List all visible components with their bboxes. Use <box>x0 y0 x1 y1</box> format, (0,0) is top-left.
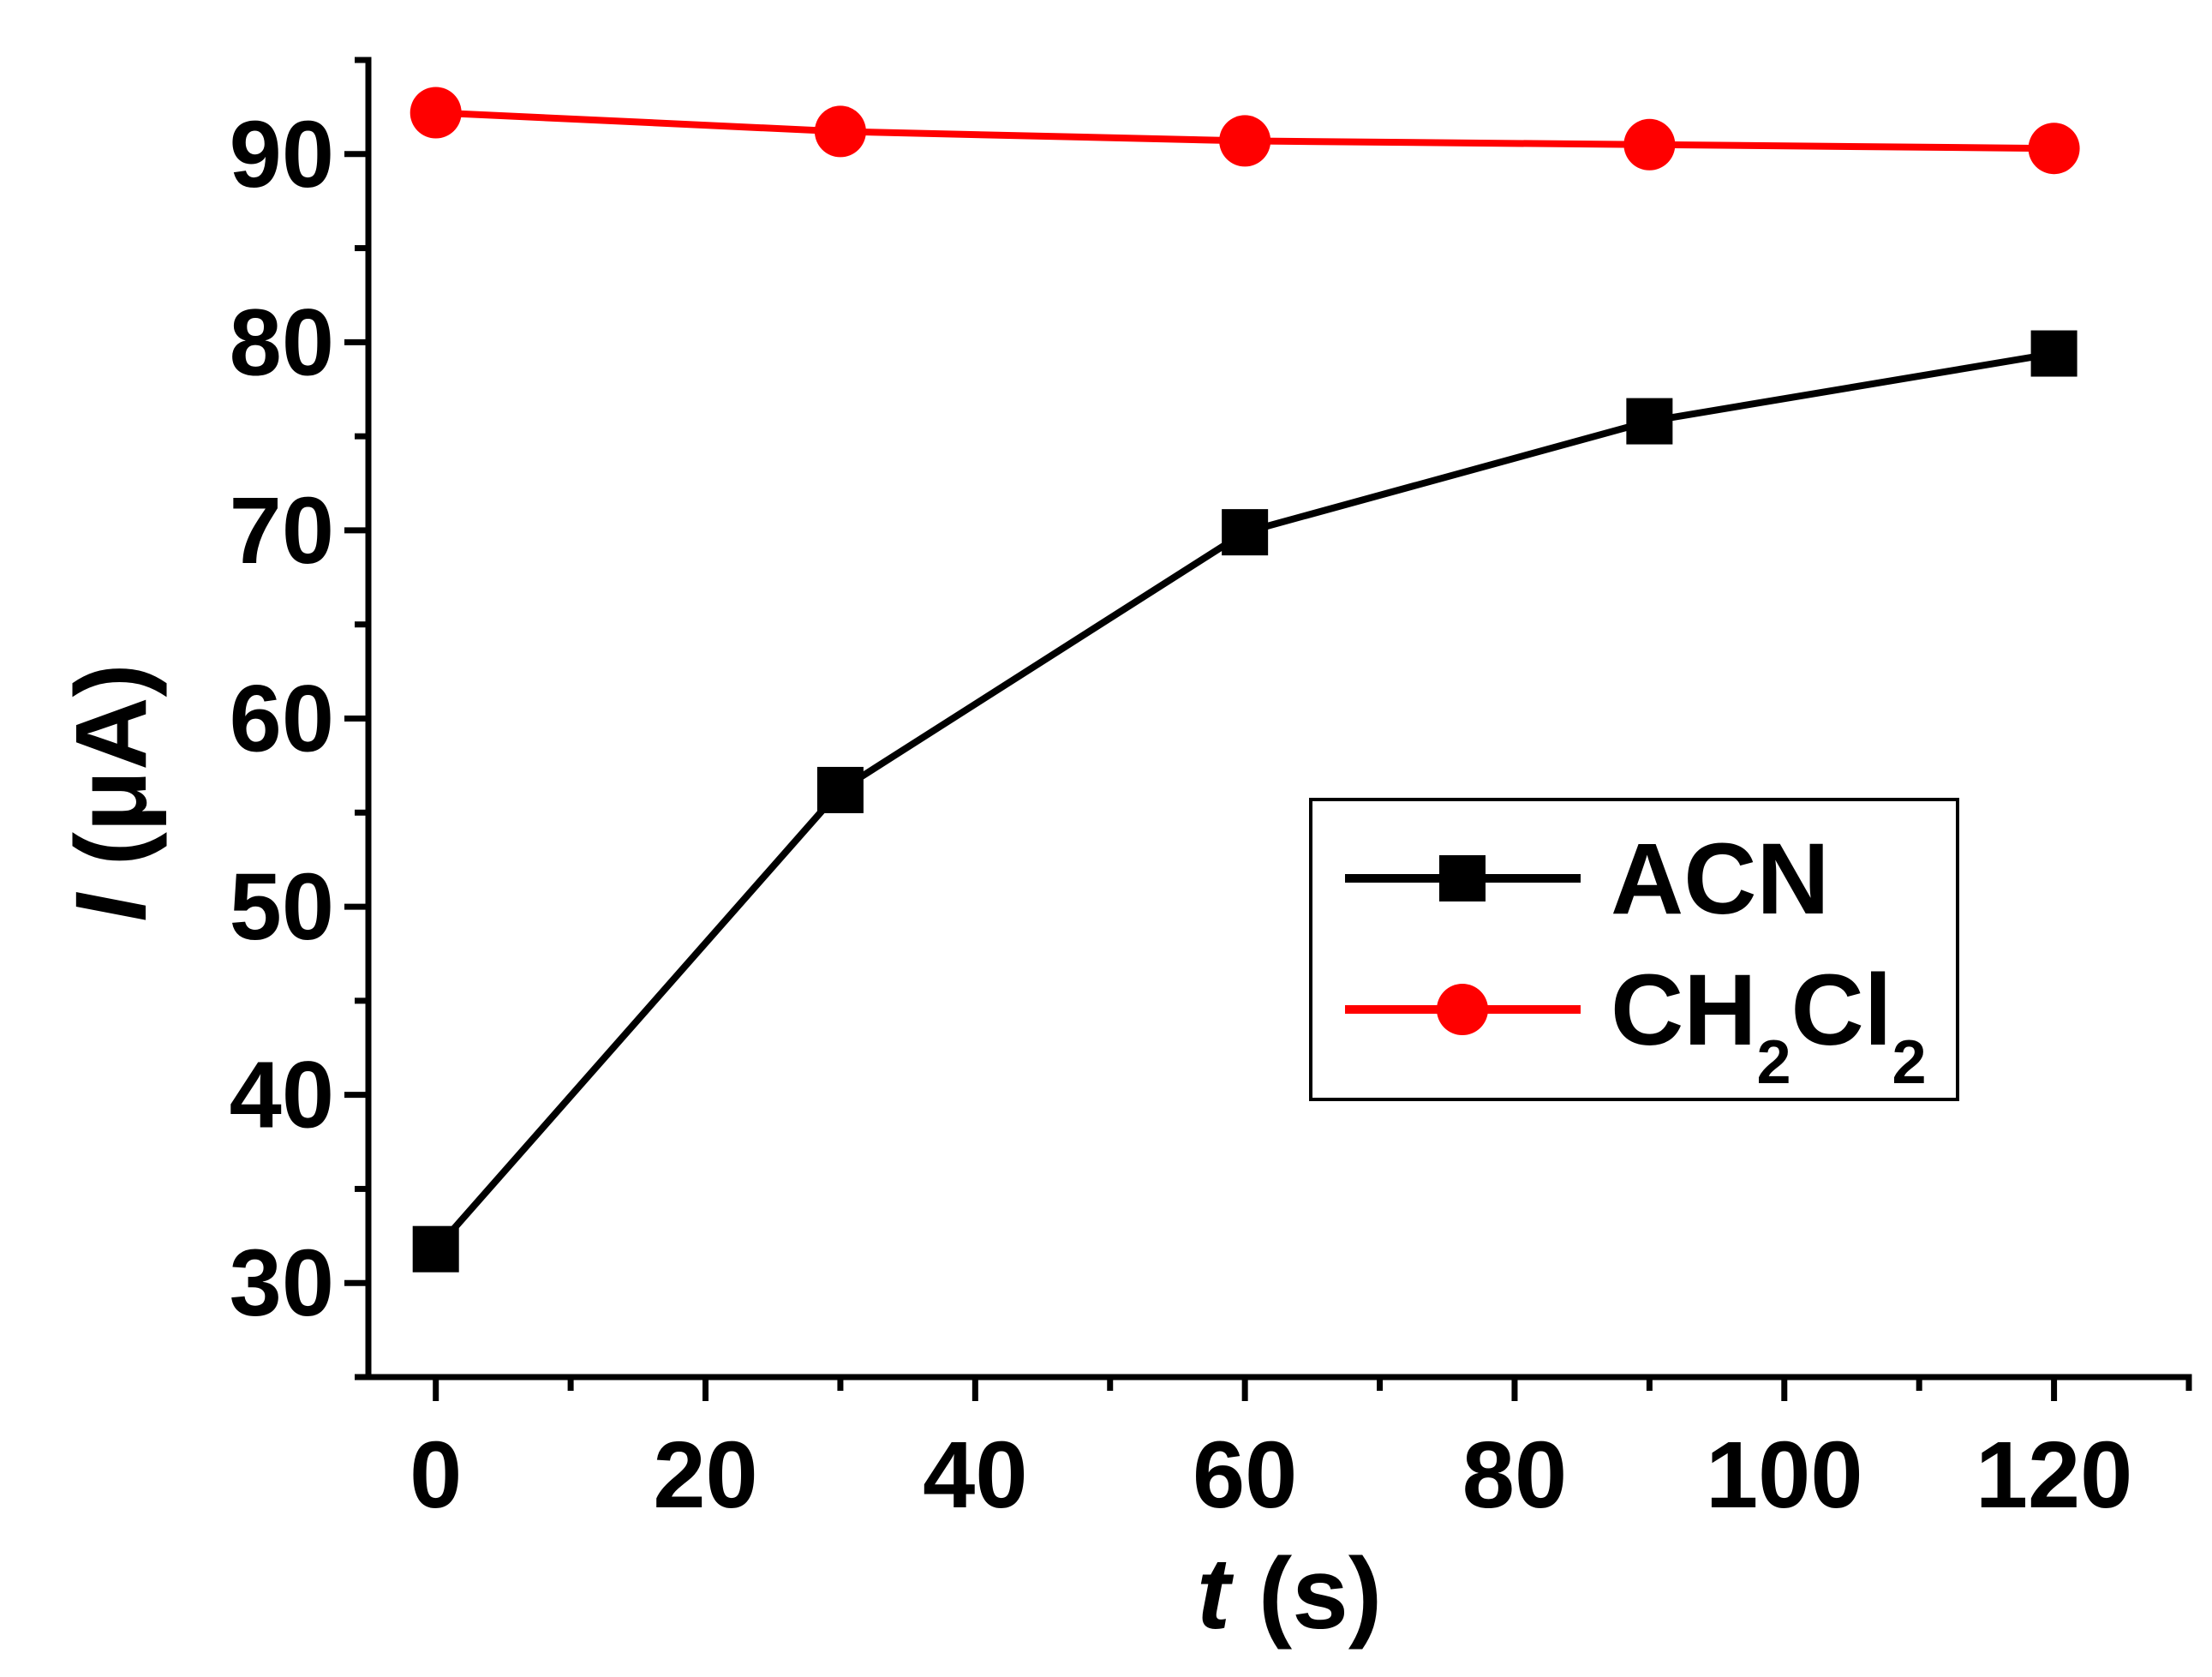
axes: 30 40 50 60 70 80 90 0 20 40 60 80 100 120 <box>230 57 2192 1528</box>
y-tick-label: 30 <box>230 1231 334 1336</box>
x-tick-label: 120 <box>1976 1422 2133 1528</box>
series-ch2cl2 <box>410 87 2080 175</box>
legend-ch2cl2-label: CH2Cl2 <box>1611 954 1927 1097</box>
data-point-acn <box>1626 398 1673 445</box>
series-acn <box>412 330 2077 1273</box>
x-ticks: 0 20 40 60 80 100 120 <box>410 1377 2192 1528</box>
data-point-ch2cl2 <box>814 105 866 158</box>
legend-box <box>1309 798 1959 1101</box>
y-axis-title-unit: (μA) <box>55 663 168 894</box>
x-tick-label: 100 <box>1706 1422 1863 1528</box>
series-layer <box>410 87 2080 1273</box>
legend-ch2cl2-text-ch: CH <box>1611 954 1756 1067</box>
legend-ch2cl2-sub-1: 2 <box>1756 1028 1791 1097</box>
x-tick-label: 80 <box>1462 1422 1567 1528</box>
y-tick-label: 80 <box>230 290 334 395</box>
data-point-acn <box>2030 330 2077 377</box>
data-point-ch2cl2 <box>1219 115 1271 167</box>
y-tick-label: 40 <box>230 1043 334 1148</box>
legend-ch2cl2-sub-2: 2 <box>1892 1028 1926 1097</box>
data-point-ch2cl2 <box>2028 123 2080 175</box>
y-axis-title-variable: I <box>55 892 168 922</box>
y-tick-label: 70 <box>230 478 334 584</box>
x-tick-label: 20 <box>653 1422 757 1528</box>
x-axis-title-variable: t <box>1197 1537 1235 1650</box>
data-point-acn <box>816 766 864 813</box>
legend-acn-marker <box>1439 855 1486 901</box>
y-axis-title: I (μA) <box>55 663 168 922</box>
legend-ch2cl2-text-cl: Cl <box>1791 954 1892 1067</box>
legend: ACN CH2Cl2 <box>1309 798 1959 1101</box>
x-axis-title-unit: (s) <box>1230 1537 1382 1650</box>
y-tick-label: 50 <box>230 854 334 960</box>
data-point-ch2cl2 <box>410 87 462 139</box>
legend-acn-label: ACN <box>1611 823 1830 936</box>
x-tick-label: 0 <box>410 1422 462 1528</box>
x-axis-title: t (s) <box>1197 1537 1382 1650</box>
y-ticks: 30 40 50 60 70 80 90 <box>230 57 368 1381</box>
data-point-ch2cl2 <box>1623 118 1676 171</box>
data-point-acn <box>412 1225 459 1273</box>
legend-ch2cl2-marker <box>1437 984 1488 1035</box>
y-tick-label: 60 <box>230 667 334 772</box>
y-tick-label: 90 <box>230 102 334 207</box>
data-point-acn <box>1222 509 1269 556</box>
x-tick-label: 40 <box>923 1422 1027 1528</box>
x-tick-label: 60 <box>1193 1422 1297 1528</box>
